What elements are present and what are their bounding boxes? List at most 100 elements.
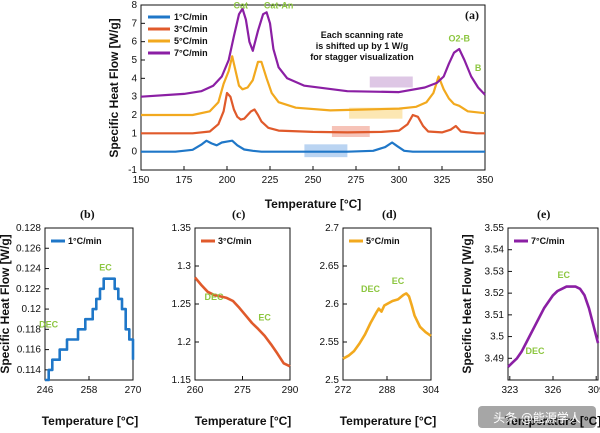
p3-ytick-label: 2.55 — [320, 337, 340, 348]
p3-ytick-label: 2.65 — [320, 261, 340, 272]
p1-ytick-label: 0.124 — [16, 264, 41, 275]
watermark-text: 头条 @能源学人 — [493, 410, 581, 425]
legend-entry: 7°C/min — [174, 48, 208, 58]
watermark: 头条 @能源学人 — [478, 406, 596, 428]
p4-ytick-label: 3.52 — [485, 288, 505, 299]
legend-entry: 5°C/min — [174, 36, 208, 46]
panel-a-ylabel: Specific Heat Flow [W/g] — [107, 18, 121, 157]
p3-annotation: DEC — [361, 284, 381, 294]
p1-ytick-label: 0.116 — [17, 345, 42, 356]
panel-c-xlabel: Temperature [°C] — [195, 414, 292, 428]
panel-a-xlabel: Temperature [°C] — [265, 197, 362, 211]
p2-ytick-label: 1.2 — [177, 337, 191, 348]
panel-b-xlabel: Temperature [°C] — [42, 414, 139, 428]
panel-b-chart: (b) Temperature [°C] Specific Heat Flow … — [0, 207, 138, 428]
p0-xtick-label: 250 — [305, 175, 322, 186]
p0-series-line — [140, 7, 486, 98]
panel-b-frame — [44, 227, 134, 381]
panel-c-frame — [194, 227, 291, 381]
panel-b-label: (b) — [80, 207, 95, 221]
p1-series-line — [45, 277, 135, 382]
p3-ytick-label: 2.6 — [325, 299, 339, 310]
panel-a-chart: Temperature [°C] Specific Heat Flow [W/g… — [107, 4, 486, 211]
p4-legend-entry: 7°C/min — [531, 236, 565, 246]
panel-d-label: (d) — [382, 207, 397, 221]
watermark-badge — [478, 406, 596, 428]
panel-e-chart: (e) Temperature [°C] Specific Heat Flow … — [460, 207, 600, 428]
p0-xtick-label: 225 — [262, 175, 279, 186]
p0-ytick-label: 1 — [131, 128, 137, 139]
p1-annotation: EC — [99, 263, 112, 273]
stagger-note-line-2: is shifted up by 1 W/g — [316, 41, 409, 51]
p1-annotation: DEC — [39, 319, 59, 329]
stagger-note-line-3: for stagger visualization — [310, 52, 414, 62]
panel-b-ylabel: Specific Heat Flow [W/g] — [0, 234, 12, 373]
p3-legend-entry: 5°C/min — [366, 236, 400, 246]
p0-ytick-label: 7 — [131, 18, 137, 29]
p0-highlight-region — [349, 107, 403, 119]
p2-xtick-label: 275 — [234, 385, 251, 396]
p4-annotation: EC — [558, 270, 571, 280]
stagger-note-line-1: Each scanning rate — [321, 30, 404, 40]
p0-annotation: O2-B — [448, 34, 470, 44]
p4-xtick-label: 323 — [501, 385, 518, 396]
p0-ytick-label: 0 — [131, 147, 137, 158]
p4-xtick-label: 326 — [545, 385, 562, 396]
p4-annotation: DEC — [525, 346, 545, 356]
p4-series-line — [507, 285, 600, 368]
p4-ytick-label: 3.54 — [485, 245, 505, 256]
p4-ytick-label: 3.53 — [485, 266, 505, 277]
p1-ytick-label: 0.128 — [16, 223, 41, 234]
panel-e-frame — [507, 227, 599, 381]
p2-annotation: EC — [258, 313, 271, 323]
p3-xtick-label: 288 — [379, 385, 396, 396]
p0-ytick-label: 4 — [131, 73, 137, 84]
p3-xtick-label: 304 — [423, 385, 440, 396]
p2-legend-entry: 3°C/min — [218, 236, 252, 246]
p0-series-line — [141, 55, 486, 117]
p0-highlight-region — [369, 76, 413, 88]
p1-ytick-label: 0.122 — [16, 284, 41, 295]
panel-a-label: (a) — [465, 8, 479, 22]
p1-ytick-label: 0.126 — [16, 243, 41, 254]
p2-xtick-label: 260 — [187, 385, 204, 396]
p0-annotation: Cat — [234, 1, 249, 11]
p3-xtick-label: 272 — [335, 385, 352, 396]
p0-ytick-label: 6 — [131, 37, 137, 48]
p3-annotation: EC — [392, 276, 405, 286]
p0-xtick-label: 300 — [391, 175, 408, 186]
p1-xtick-label: 246 — [37, 385, 54, 396]
p1-legend-entry: 1°C/min — [68, 236, 102, 246]
p2-ytick-label: 1.3 — [177, 261, 191, 272]
p0-ytick-label: 5 — [131, 55, 137, 66]
p0-xtick-label: 350 — [477, 175, 494, 186]
panel-c-label: (c) — [232, 207, 245, 221]
p2-annotation: DEC — [204, 292, 224, 302]
p2-ytick-label: 1.35 — [172, 223, 192, 234]
p3-ytick-label: 2.7 — [325, 223, 339, 234]
p2-ytick-label: 1.25 — [172, 299, 192, 310]
p1-ytick-label: 0.12 — [22, 304, 42, 315]
p4-ytick-label: 3.49 — [485, 353, 505, 364]
p0-xtick-label: 175 — [176, 175, 193, 186]
legend-entry: 3°C/min — [174, 24, 208, 34]
p0-ytick-label: 8 — [131, 0, 137, 11]
p0-ytick-label: 2 — [131, 110, 137, 121]
p0-series-line — [141, 139, 485, 153]
p1-xtick-label: 258 — [81, 385, 98, 396]
p2-ytick-label: 1.15 — [172, 375, 192, 386]
p4-xtick-label: 309 — [588, 385, 600, 396]
chart-marks: -1 0 1 2 3 4 5 6 7 8 150 175 200 225 250 275 300 325 350 1°… — [16, 0, 600, 396]
p2-xtick-label: 290 — [282, 385, 299, 396]
p1-xtick-label: 270 — [125, 385, 142, 396]
panel-d-xlabel: Temperature [°C] — [340, 414, 437, 428]
p4-ytick-label: 3.51 — [485, 310, 505, 321]
panel-e-ylabel: Specific Heat Flow [W/g] — [460, 234, 474, 373]
p3-ytick-label: 2.5 — [325, 375, 339, 386]
p0-xtick-label: 325 — [434, 175, 451, 186]
panel-e-xlabel: Temperature [°C] — [505, 414, 600, 428]
p1-ytick-label: 0.118 — [17, 324, 42, 335]
p0-xtick-label: 200 — [219, 175, 236, 186]
p2-series-line — [193, 276, 291, 368]
p1-ytick-label: 0.114 — [17, 365, 42, 376]
